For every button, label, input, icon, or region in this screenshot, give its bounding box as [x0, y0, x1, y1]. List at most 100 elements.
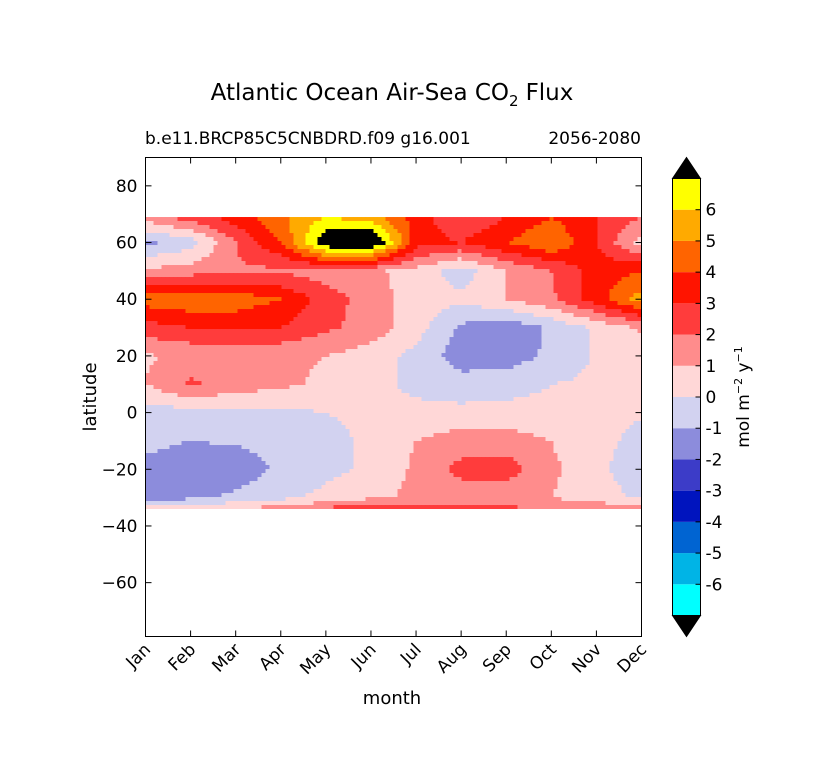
heatmap-cell: [417, 333, 422, 338]
heatmap-cell: [549, 357, 554, 362]
heatmap-cell: [153, 293, 158, 298]
heatmap-cell: [513, 369, 518, 374]
heatmap-cell: [601, 221, 606, 226]
heatmap-cell: [325, 253, 330, 258]
heatmap-cell: [509, 217, 514, 222]
heatmap-cell: [357, 253, 362, 258]
heatmap-cell: [449, 345, 454, 350]
heatmap-cell: [533, 253, 538, 258]
heatmap-cell: [405, 261, 410, 266]
heatmap-cell: [357, 309, 362, 314]
heatmap-cell: [441, 285, 446, 290]
heatmap-cell: [177, 293, 182, 298]
heatmap-cell: [385, 373, 390, 378]
heatmap-cell: [441, 357, 446, 362]
heatmap-cell: [601, 261, 606, 266]
heatmap-cell: [501, 285, 506, 290]
heatmap-cell: [277, 225, 282, 230]
heatmap-cell: [217, 349, 222, 354]
heatmap-cell: [309, 357, 314, 362]
heatmap-cell: [445, 221, 450, 226]
heatmap-cell: [613, 321, 618, 326]
heatmap-cell: [261, 305, 266, 310]
heatmap-cell: [441, 233, 446, 238]
heatmap-cell: [593, 305, 598, 310]
heatmap-cell: [233, 277, 238, 282]
heatmap-cell: [601, 317, 606, 322]
heatmap-cell: [153, 285, 158, 290]
heatmap-cell: [513, 301, 518, 306]
heatmap-cell: [617, 237, 622, 242]
heatmap-cell: [353, 253, 358, 258]
heatmap-cell: [621, 361, 626, 366]
heatmap-cell: [621, 277, 626, 282]
heatmap-cell: [193, 249, 198, 254]
heatmap-cell: [621, 365, 626, 370]
heatmap-cell: [165, 257, 170, 262]
heatmap-cell: [517, 297, 522, 302]
heatmap-cell: [261, 273, 266, 278]
heatmap-cell: [533, 217, 538, 222]
heatmap-cell: [457, 361, 462, 366]
heatmap-cell: [521, 369, 526, 374]
heatmap-cell: [377, 333, 382, 338]
heatmap-cell: [601, 225, 606, 230]
heatmap-cell: [173, 257, 178, 262]
heatmap-cell: [413, 269, 418, 274]
heatmap-cell: [637, 257, 642, 262]
heatmap-cell: [433, 281, 438, 286]
heatmap-cell: [397, 253, 402, 258]
heatmap-cell: [197, 257, 202, 262]
heatmap-cell: [493, 225, 498, 230]
heatmap-cell: [481, 321, 486, 326]
heatmap-cell: [277, 297, 282, 302]
heatmap-cell: [609, 289, 614, 294]
heatmap-cell: [597, 361, 602, 366]
heatmap-cell: [317, 265, 322, 270]
heatmap-cell: [349, 301, 354, 306]
heatmap-cell: [625, 229, 630, 234]
heatmap-cell: [473, 265, 478, 270]
heatmap-cell: [637, 313, 642, 318]
heatmap-cell: [381, 357, 386, 362]
heatmap-cell: [361, 325, 366, 330]
heatmap-cell: [213, 325, 218, 330]
heatmap-cell: [225, 337, 230, 342]
heatmap-cell: [189, 373, 194, 378]
heatmap-cell: [437, 317, 442, 322]
heatmap-cell: [565, 317, 570, 322]
heatmap-cell: [241, 321, 246, 326]
heatmap-cell: [337, 305, 342, 310]
heatmap-cell: [261, 329, 266, 334]
heatmap-cell: [533, 265, 538, 270]
heatmap-cell: [637, 265, 642, 270]
heatmap-cell: [613, 233, 618, 238]
heatmap-cell: [201, 365, 206, 370]
heatmap-cell: [277, 357, 282, 362]
heatmap-cell: [185, 277, 190, 282]
heatmap-cell: [333, 373, 338, 378]
heatmap-cell: [593, 285, 598, 290]
heatmap-cell: [245, 313, 250, 318]
heatmap-cell: [489, 229, 494, 234]
heatmap-cell: [597, 345, 602, 350]
heatmap-cell: [297, 289, 302, 294]
heatmap-cell: [489, 301, 494, 306]
heatmap-cell: [161, 277, 166, 282]
heatmap-cell: [305, 253, 310, 258]
heatmap-cell: [625, 357, 630, 362]
heatmap-cell: [381, 265, 386, 270]
heatmap-cell: [609, 373, 614, 378]
heatmap-cell: [477, 305, 482, 310]
heatmap-cell: [617, 373, 622, 378]
heatmap-cell: [289, 301, 294, 306]
heatmap-cell: [425, 225, 430, 230]
heatmap-cell: [573, 225, 578, 230]
heatmap-cell: [205, 333, 210, 338]
heatmap-cell: [481, 313, 486, 318]
heatmap-cell: [553, 309, 558, 314]
heatmap-cell: [305, 241, 310, 246]
heatmap-cell: [293, 261, 298, 266]
heatmap-cell: [405, 285, 410, 290]
heatmap-cell: [173, 265, 178, 270]
